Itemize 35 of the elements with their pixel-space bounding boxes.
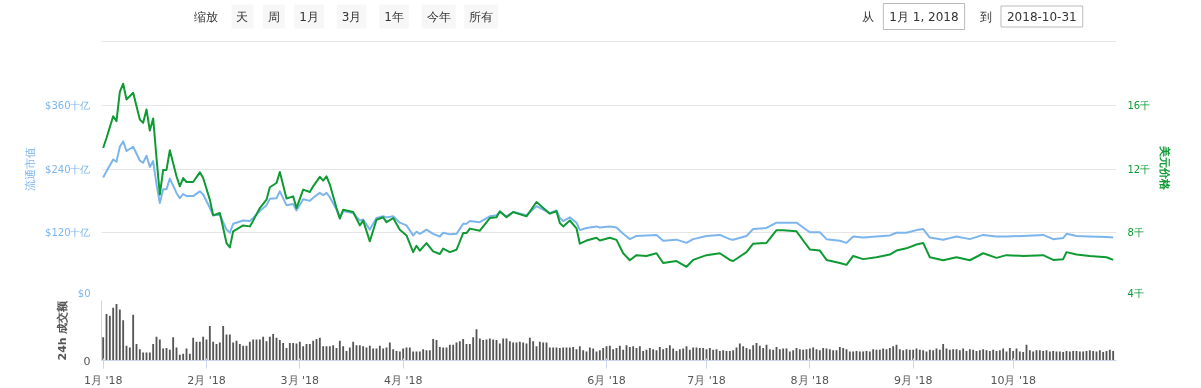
- y2-tick-label: 8千: [1127, 227, 1144, 239]
- x-tick-label: 6月 '18: [587, 373, 626, 387]
- y-tick-label: $120十亿: [45, 227, 91, 239]
- y-tick-label: $360十亿: [45, 99, 91, 111]
- line-series: [102, 140, 1115, 244]
- y-axis-title: 流通市值: [24, 146, 38, 191]
- text: 到: [979, 9, 992, 24]
- x-tick-label: 4月 '18: [383, 373, 423, 387]
- text: 天: [236, 9, 249, 24]
- y-tick-label: $240十亿: [45, 163, 91, 175]
- text: 周: [267, 9, 280, 24]
- text: 3月: [341, 9, 362, 24]
- y2-axis-title: 美元价格: [1158, 145, 1172, 192]
- text: 1月: [299, 9, 319, 24]
- text: 所有: [469, 9, 494, 24]
- y-axis-title: 24h 成交额: [55, 299, 69, 361]
- line-series: [102, 82, 1115, 268]
- y2-tick-label: 16千: [1127, 100, 1151, 112]
- text: 2018-10-31: [1006, 10, 1077, 24]
- text: 缩放: [193, 9, 218, 24]
- x-tick-label: 9月 '18: [893, 373, 933, 387]
- x-tick-label: 1月 '18: [83, 373, 123, 387]
- x-tick-label: 8月 '18: [790, 373, 830, 387]
- text: 今年: [426, 9, 451, 24]
- x-tick-label: 10月 '18: [990, 373, 1036, 387]
- text: 0: [83, 354, 91, 368]
- y2-tick-label: 12千: [1127, 163, 1151, 175]
- text: 1月 1, 2018: [889, 9, 959, 24]
- x-tick-label: 2月 '18: [187, 373, 226, 387]
- y-tick-label: $0: [77, 287, 91, 299]
- y2-tick-label: 4千: [1127, 287, 1144, 299]
- text: 1年: [384, 9, 404, 24]
- text: 从: [861, 9, 874, 24]
- x-tick-label: 3月 '18: [280, 373, 320, 387]
- x-tick-label: 7月 '18: [687, 373, 726, 387]
